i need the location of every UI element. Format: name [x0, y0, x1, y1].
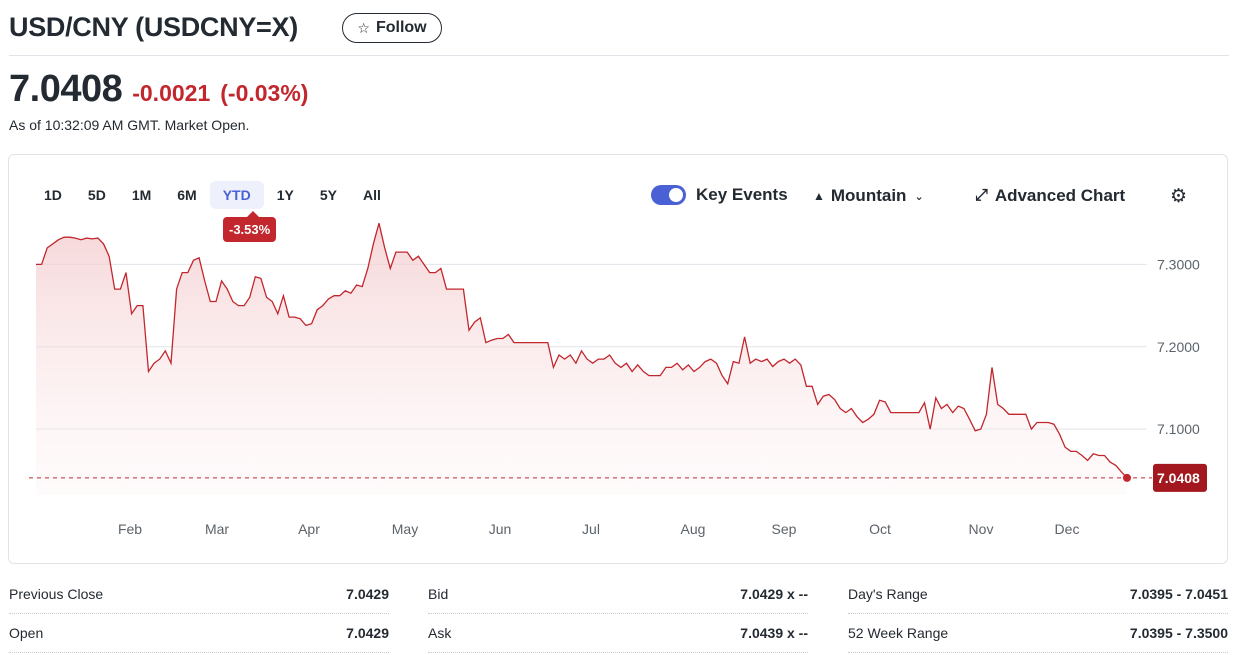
y-tick-label: 7.2000 — [1157, 339, 1200, 355]
chevron-down-icon: ⌄ — [914, 190, 924, 203]
quote-header: USD/CNY (USDCNY=X) ☆ Follow — [9, 10, 1229, 56]
gear-icon[interactable]: ⚙ — [1170, 186, 1188, 207]
stat-value: 7.0395 - 7.3500 — [1129, 625, 1228, 641]
x-tick-label: Sep — [772, 521, 797, 537]
chart-line — [36, 223, 1128, 479]
x-tick-label: May — [392, 521, 418, 537]
advanced-chart-button[interactable]: ⤢ Advanced Chart — [975, 186, 1125, 206]
chart-area — [36, 223, 1127, 495]
price-change-percent: (-0.03%) — [220, 80, 309, 106]
stat-previous-close: Previous Close 7.0429 — [9, 575, 389, 614]
key-events-toggle[interactable]: Key Events — [651, 185, 788, 205]
y-tick-label: 7.3000 — [1157, 256, 1200, 272]
follow-label: Follow — [375, 19, 427, 36]
chart-type-label: Mountain — [830, 186, 907, 205]
range-5d[interactable]: 5D — [87, 187, 106, 203]
price-chart[interactable]: 7.3000 7.2000 7.1000 Feb Mar Apr May Jun Jul Aug… — [9, 155, 1227, 563]
chart-type-dropdown[interactable]: ▲ Mountain ⌄ — [813, 186, 924, 206]
svg-text:7.0408: 7.0408 — [1157, 470, 1200, 486]
star-outline-icon: ☆ — [357, 19, 370, 36]
stat-value: 7.0429 — [346, 625, 389, 641]
stat-value: 7.0429 x -- — [740, 586, 808, 602]
range-1d[interactable]: 1D — [44, 187, 62, 203]
toggle-switch[interactable] — [651, 185, 686, 205]
stat-label: Day's Range — [848, 586, 928, 602]
y-tick-label: 7.1000 — [1157, 421, 1200, 437]
expand-icon: ⤢ — [975, 187, 988, 204]
stats-column-1: Previous Close 7.0429 Open 7.0429 — [9, 575, 389, 653]
stat-ask: Ask 7.0439 x -- — [428, 614, 808, 653]
stat-open: Open 7.0429 — [9, 614, 389, 653]
stat-label: Previous Close — [9, 586, 104, 602]
range-ytd[interactable]: YTD — [209, 181, 264, 209]
stat-label: Ask — [428, 625, 452, 641]
chart-card: 1D 5D 1M 6M YTD 1Y 5Y All -3.53% Key Eve… — [8, 154, 1228, 564]
x-tick-label: Jun — [489, 521, 512, 537]
stat-value: 7.0395 - 7.0451 — [1129, 586, 1228, 602]
range-1y[interactable]: 1Y — [276, 187, 294, 203]
x-tick-label: Oct — [869, 521, 891, 537]
advanced-chart-label: Advanced Chart — [994, 186, 1126, 205]
stat-label: Bid — [428, 586, 449, 602]
stat-value: 7.0429 — [346, 586, 389, 602]
x-tick-label: Aug — [681, 521, 706, 537]
range-5y[interactable]: 5Y — [319, 187, 337, 203]
x-tick-label: Dec — [1055, 521, 1080, 537]
range-1m[interactable]: 1M — [131, 187, 152, 203]
x-tick-label: Mar — [205, 521, 229, 537]
key-events-label: Key Events — [696, 185, 788, 204]
range-6m[interactable]: 6M — [177, 187, 197, 203]
stat-days-range: Day's Range 7.0395 - 7.0451 — [848, 575, 1228, 614]
ytd-change-badge: -3.53% — [223, 211, 277, 242]
stats-column-2: Bid 7.0429 x -- Ask 7.0439 x -- — [428, 575, 808, 653]
quote-price-row: 7.0408 -0.0021 (-0.03%) — [9, 68, 308, 112]
range-all[interactable]: All — [362, 187, 381, 203]
x-tick-label: Jul — [582, 521, 600, 537]
current-price-label: 7.0408 — [1153, 463, 1207, 492]
page-title: USD/CNY (USDCNY=X) — [9, 12, 298, 42]
stat-bid: Bid 7.0429 x -- — [428, 575, 808, 614]
stat-label: Open — [9, 625, 44, 641]
mountain-icon: ▲ — [813, 189, 825, 203]
x-tick-label: Feb — [118, 521, 142, 537]
x-tick-label: Nov — [969, 521, 994, 537]
stat-value: 7.0439 x -- — [740, 625, 808, 641]
stats-column-3: Day's Range 7.0395 - 7.0451 52 Week Rang… — [848, 575, 1228, 653]
range-selector: 1D 5D 1M 6M YTD 1Y 5Y All — [31, 181, 394, 209]
current-price-dot — [1123, 473, 1131, 482]
x-tick-label: Apr — [298, 521, 320, 537]
current-price: 7.0408 — [9, 68, 123, 110]
stat-label: 52 Week Range — [848, 625, 949, 641]
stat-52-week-range: 52 Week Range 7.0395 - 7.3500 — [848, 614, 1228, 653]
market-status: As of 10:32:09 AM GMT. Market Open. — [9, 117, 250, 133]
price-change: -0.0021 — [132, 80, 211, 106]
follow-button[interactable]: ☆ Follow — [342, 13, 442, 43]
